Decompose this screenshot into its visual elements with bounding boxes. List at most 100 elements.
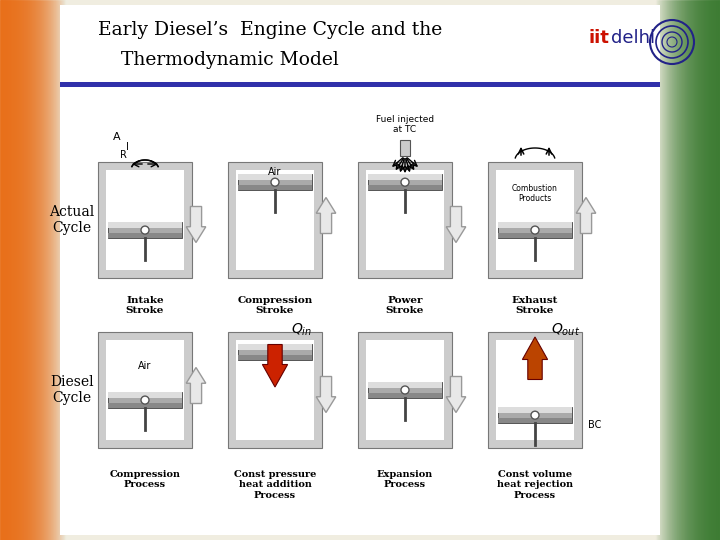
Text: Exhaust
Stroke: Exhaust Stroke	[512, 296, 558, 315]
Bar	[683, 0, 684, 540]
Bar	[12, 0, 13, 540]
Text: I: I	[125, 142, 128, 152]
Bar	[674, 0, 675, 540]
Bar	[358, 332, 452, 448]
Bar	[3, 0, 4, 540]
Bar	[60, 5, 660, 535]
Bar	[8, 0, 9, 540]
Bar	[681, 0, 682, 540]
Bar	[656, 0, 657, 540]
Bar	[238, 174, 312, 190]
Bar	[26, 0, 27, 540]
Text: Const volume
heat rejection
Process: Const volume heat rejection Process	[497, 470, 573, 500]
Bar	[18, 0, 19, 540]
Bar	[706, 0, 707, 540]
Bar	[711, 0, 712, 540]
Bar	[693, 0, 694, 540]
Bar	[32, 0, 33, 540]
Bar	[666, 0, 667, 540]
Bar	[675, 0, 676, 540]
Bar	[709, 0, 710, 540]
Circle shape	[271, 348, 279, 356]
Bar	[54, 0, 55, 540]
Bar	[45, 0, 46, 540]
Bar	[368, 382, 442, 398]
Bar	[707, 0, 708, 540]
Bar	[718, 0, 719, 540]
Polygon shape	[186, 206, 206, 242]
Bar	[368, 174, 442, 180]
Bar	[496, 170, 574, 270]
Bar	[698, 0, 699, 540]
Bar	[62, 0, 63, 540]
Bar	[488, 332, 582, 448]
Bar	[11, 0, 12, 540]
Bar	[13, 0, 14, 540]
Bar	[21, 0, 22, 540]
Bar	[5, 0, 6, 540]
Bar	[498, 407, 572, 413]
Bar	[696, 0, 697, 540]
Bar	[108, 233, 182, 238]
Bar	[673, 0, 674, 540]
Bar	[708, 0, 709, 540]
Bar	[664, 0, 665, 540]
Bar	[10, 0, 11, 540]
Bar	[27, 0, 28, 540]
Bar	[670, 0, 671, 540]
Bar	[716, 0, 717, 540]
Bar	[496, 340, 574, 440]
Bar	[55, 0, 56, 540]
Bar	[53, 0, 54, 540]
Bar	[368, 174, 442, 190]
Text: Air: Air	[269, 167, 282, 177]
Bar	[682, 0, 683, 540]
Bar	[7, 0, 8, 540]
Bar	[368, 185, 442, 190]
Bar	[51, 0, 52, 540]
Bar	[6, 0, 7, 540]
Bar	[44, 0, 45, 540]
Bar	[64, 0, 65, 540]
Bar	[703, 0, 704, 540]
Circle shape	[141, 396, 149, 404]
Bar	[677, 0, 678, 540]
Text: $Q_{out}$: $Q_{out}$	[551, 322, 580, 338]
Bar	[688, 0, 689, 540]
Bar	[35, 0, 36, 540]
Bar	[60, 82, 660, 87]
Bar	[715, 0, 716, 540]
Bar	[238, 344, 312, 360]
Bar	[498, 407, 572, 423]
Bar	[2, 0, 3, 540]
Text: Compression
Stroke: Compression Stroke	[238, 296, 312, 315]
Bar	[63, 0, 64, 540]
Bar	[689, 0, 690, 540]
Bar	[717, 0, 718, 540]
Bar	[108, 392, 182, 397]
Bar	[29, 0, 30, 540]
Text: A: A	[113, 132, 121, 142]
Bar	[19, 0, 20, 540]
Bar	[15, 0, 16, 540]
Bar	[23, 0, 24, 540]
Bar	[108, 403, 182, 408]
Bar	[368, 393, 442, 398]
Bar	[695, 0, 696, 540]
Polygon shape	[446, 376, 466, 413]
Text: Thermodynamic Model: Thermodynamic Model	[121, 51, 339, 69]
Text: Air: Air	[138, 361, 152, 371]
Bar	[108, 222, 182, 238]
Bar	[680, 0, 681, 540]
Bar	[701, 0, 702, 540]
Bar	[690, 0, 691, 540]
Bar	[42, 0, 43, 540]
Polygon shape	[316, 198, 336, 233]
Bar	[39, 0, 40, 540]
Bar	[59, 0, 60, 540]
Bar	[671, 0, 672, 540]
Bar	[658, 0, 659, 540]
Bar	[41, 0, 42, 540]
Circle shape	[141, 226, 149, 234]
Text: Expansion
Process: Expansion Process	[377, 470, 433, 489]
